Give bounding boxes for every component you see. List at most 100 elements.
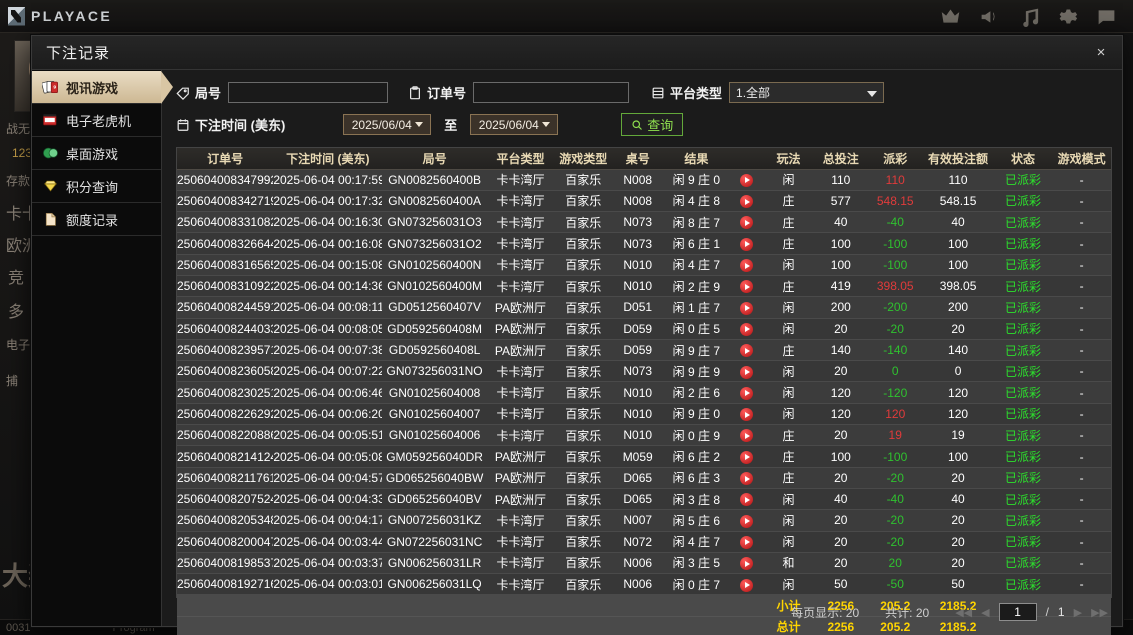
chat-icon[interactable]: [1096, 6, 1117, 27]
date-range-separator: 至: [444, 118, 458, 133]
play-icon[interactable]: [740, 195, 754, 209]
round-cell: GN0102560400M: [382, 275, 487, 298]
valid-bet-cell: 20: [922, 552, 994, 575]
game-type-cell: 百家乐: [553, 296, 613, 319]
table-no-cell: N010: [612, 275, 663, 298]
prev-page-button[interactable]: ◀: [981, 606, 990, 619]
date-to-picker[interactable]: 2025/06/04: [470, 114, 559, 135]
next-page-button[interactable]: ▶: [1073, 606, 1083, 619]
result-cell: 闲 8 庄 7: [662, 211, 730, 234]
valid-bet-cell: 20: [922, 467, 994, 489]
result-cell: 闲 4 庄 7: [662, 254, 730, 276]
date-from-picker[interactable]: 2025/06/04: [343, 114, 432, 135]
col-table-no: 桌号: [612, 148, 663, 170]
play-icon[interactable]: [740, 280, 754, 294]
order-input[interactable]: [473, 82, 630, 103]
search-button[interactable]: 查询: [621, 113, 684, 136]
music-icon[interactable]: [1018, 6, 1039, 27]
table-no-cell: D059: [612, 339, 663, 362]
background-label: 竞: [8, 270, 25, 287]
platform-cell: 卡卡湾厅: [486, 573, 554, 596]
sidebar-item-credit-records[interactable]: 额度记录: [32, 203, 161, 236]
table-row: 250604008244033 2025-06-04 00:08:05 GD0592…: [177, 318, 1111, 340]
round-cell: GD065256040BV: [382, 488, 487, 511]
brand-logo: PLAYACE: [0, 6, 112, 26]
play-icon[interactable]: [740, 301, 754, 315]
table-row: 250604008198537 2025-06-04 00:03:37 GN0062…: [177, 552, 1111, 575]
play-icon[interactable]: [740, 450, 754, 464]
table-no-cell: D059: [612, 318, 663, 340]
payout-cell: 20: [868, 552, 923, 575]
round-cell: GN01025604008: [382, 381, 487, 404]
status-cell: 已派彩: [993, 296, 1053, 319]
sum-label: 总计: [763, 616, 814, 635]
time-cell: 2025-06-04 00:16:30: [273, 211, 383, 234]
order-cell: 250604008226292: [177, 403, 274, 426]
valid-bet-cell: 100: [922, 445, 994, 468]
table-no-cell: N072: [612, 531, 663, 553]
play-icon[interactable]: [740, 493, 754, 507]
valid-bet-cell: 0: [922, 360, 994, 383]
order-cell: 250604008239571: [177, 339, 274, 362]
platform-cell: 卡卡湾厅: [486, 509, 554, 532]
replay-cell: [729, 509, 764, 532]
last-page-button[interactable]: ▶▶: [1091, 606, 1108, 619]
table-row: 250604008230251 2025-06-04 00:06:46 GN0102…: [177, 381, 1111, 404]
time-cell: 2025-06-04 00:07:22: [273, 360, 383, 383]
play-cell: 庄: [763, 211, 814, 234]
play-icon[interactable]: [740, 216, 754, 230]
col-result: 结果: [662, 148, 730, 170]
valid-bet-cell: 40: [922, 211, 994, 234]
table-no-cell: N008: [612, 169, 663, 191]
page-input[interactable]: [998, 603, 1037, 621]
game-mode-cell: -: [1052, 488, 1111, 511]
play-icon[interactable]: [740, 578, 754, 592]
game-mode-cell: -: [1052, 531, 1111, 553]
play-cell: 庄: [763, 275, 814, 298]
close-icon[interactable]: ×: [1096, 44, 1106, 61]
valid-bet-cell: 120: [922, 381, 994, 404]
clipboard-icon: [410, 85, 421, 99]
platform-select[interactable]: 1.全部: [729, 82, 885, 103]
playing-cards-icon: 9: [42, 79, 59, 95]
background-label: 战无: [6, 122, 31, 136]
payout-cell: -140: [868, 339, 923, 362]
play-icon[interactable]: [740, 322, 754, 336]
play-icon[interactable]: [740, 386, 754, 400]
sidebar-item-points[interactable]: 积分查询: [32, 170, 161, 203]
play-cell: 闲: [763, 254, 814, 276]
total-bet-cell: 20: [813, 467, 869, 489]
time-cell: 2025-06-04 00:07:38: [273, 339, 383, 362]
game-mode-cell: -: [1052, 275, 1111, 298]
vip-crown-icon[interactable]: [940, 6, 961, 27]
sidebar-item-live-games[interactable]: 9 视讯游戏: [32, 71, 173, 104]
sidebar-item-slots[interactable]: 电子老虎机: [32, 104, 161, 137]
play-icon[interactable]: [740, 408, 754, 422]
replay-cell: [729, 552, 764, 575]
round-cell: GN006256031LQ: [382, 573, 487, 596]
play-icon[interactable]: [740, 514, 754, 528]
document-icon: [42, 211, 59, 227]
play-icon[interactable]: [740, 365, 754, 379]
gear-icon[interactable]: [1057, 6, 1078, 27]
platform-select-value: 1.全部: [736, 86, 771, 100]
total-bet-cell: 100: [813, 254, 869, 276]
play-icon[interactable]: [740, 173, 754, 187]
dialog-title: 下注记录: [46, 45, 111, 62]
play-icon[interactable]: [740, 429, 754, 443]
sidebar-item-table-games[interactable]: 桌面游戏: [32, 137, 161, 170]
table-no-cell: N008: [612, 190, 663, 213]
game-type-cell: 百家乐: [553, 275, 613, 298]
play-icon[interactable]: [740, 557, 754, 571]
order-cell: 250604008200047: [177, 531, 274, 553]
announcement-icon[interactable]: [979, 6, 1000, 27]
round-input[interactable]: [228, 82, 389, 103]
play-icon[interactable]: [740, 237, 754, 251]
first-page-button[interactable]: ◀◀: [955, 606, 973, 619]
status-cell: 已派彩: [993, 403, 1053, 426]
play-icon[interactable]: [740, 344, 754, 358]
play-icon[interactable]: [740, 472, 754, 486]
play-icon[interactable]: [740, 535, 754, 549]
play-icon[interactable]: [740, 259, 754, 273]
order-cell: 250604008310922: [177, 275, 274, 298]
